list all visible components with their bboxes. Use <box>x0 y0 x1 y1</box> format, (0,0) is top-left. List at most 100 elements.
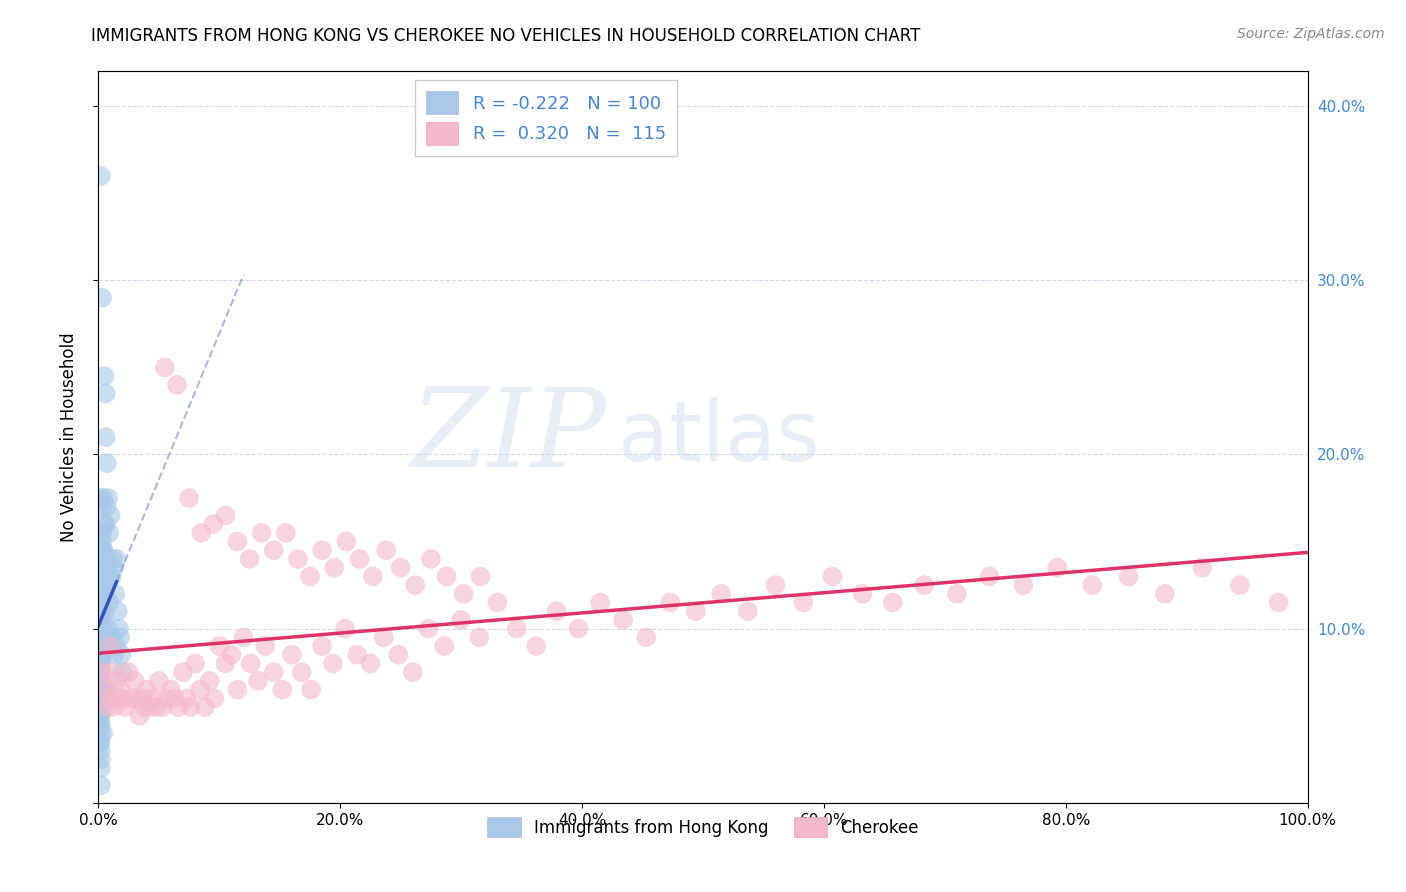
Point <box>90 708 112 723</box>
Point <box>418 622 440 636</box>
Point <box>153 360 176 375</box>
Point <box>105 673 128 688</box>
Point <box>89 657 111 671</box>
Point <box>373 631 395 645</box>
Point <box>90 525 112 540</box>
Point <box>152 700 174 714</box>
Point <box>208 639 231 653</box>
Point <box>453 587 475 601</box>
Point <box>311 543 333 558</box>
Point <box>167 700 190 714</box>
Point <box>93 517 115 532</box>
Point <box>89 735 111 749</box>
Point <box>1154 587 1177 601</box>
Point <box>589 595 612 609</box>
Point <box>389 560 412 574</box>
Point <box>361 569 384 583</box>
Point <box>90 657 112 671</box>
Point <box>104 587 127 601</box>
Point <box>163 691 186 706</box>
Point <box>103 700 125 714</box>
Point <box>179 700 201 714</box>
Point <box>97 622 120 636</box>
Point <box>90 752 112 766</box>
Point <box>202 517 225 532</box>
Point <box>108 631 131 645</box>
Point <box>91 622 114 636</box>
Point <box>103 648 125 662</box>
Point <box>107 604 129 618</box>
Point <box>135 682 157 697</box>
Point <box>90 665 112 680</box>
Point <box>89 691 111 706</box>
Point <box>90 631 112 645</box>
Point <box>402 665 425 680</box>
Point <box>91 543 114 558</box>
Point <box>100 508 122 523</box>
Point <box>91 543 114 558</box>
Point <box>118 665 141 680</box>
Point <box>93 569 115 583</box>
Point <box>114 700 136 714</box>
Point <box>128 708 150 723</box>
Point <box>90 569 112 583</box>
Point <box>90 717 112 731</box>
Point <box>160 682 183 697</box>
Point <box>433 639 456 653</box>
Point <box>287 552 309 566</box>
Point <box>404 578 426 592</box>
Point <box>91 491 114 505</box>
Point <box>90 778 112 792</box>
Point <box>290 665 312 680</box>
Point <box>737 604 759 618</box>
Point <box>89 631 111 645</box>
Point <box>882 595 904 609</box>
Point <box>346 648 368 662</box>
Point <box>239 657 262 671</box>
Point <box>148 673 170 688</box>
Point <box>138 700 160 714</box>
Point <box>90 595 112 609</box>
Point <box>250 525 273 540</box>
Point <box>89 691 111 706</box>
Point <box>96 682 118 697</box>
Point <box>91 682 114 697</box>
Point <box>127 691 149 706</box>
Point <box>90 700 112 714</box>
Point <box>190 525 212 540</box>
Point <box>198 673 221 688</box>
Point <box>420 552 443 566</box>
Point <box>271 682 294 697</box>
Point <box>322 657 344 671</box>
Point <box>90 491 112 505</box>
Point <box>194 700 217 714</box>
Legend: Immigrants from Hong Kong, Cherokee: Immigrants from Hong Kong, Cherokee <box>479 809 927 846</box>
Point <box>90 543 112 558</box>
Point <box>226 682 249 697</box>
Point <box>134 700 156 714</box>
Point <box>659 595 682 609</box>
Point <box>612 613 634 627</box>
Text: IMMIGRANTS FROM HONG KONG VS CHEROKEE NO VEHICLES IN HOUSEHOLD CORRELATION CHART: IMMIGRANTS FROM HONG KONG VS CHEROKEE NO… <box>91 27 921 45</box>
Point <box>89 665 111 680</box>
Point <box>239 552 262 566</box>
Point <box>94 386 117 401</box>
Point <box>100 569 122 583</box>
Point <box>111 691 134 706</box>
Point <box>100 631 122 645</box>
Point <box>470 569 492 583</box>
Point <box>506 622 529 636</box>
Point <box>93 631 115 645</box>
Point <box>375 543 398 558</box>
Point <box>100 569 122 583</box>
Point <box>90 578 112 592</box>
Point <box>323 560 346 574</box>
Point <box>94 587 117 601</box>
Point <box>93 604 115 618</box>
Point <box>110 648 132 662</box>
Point <box>1046 560 1069 574</box>
Point <box>821 569 844 583</box>
Point <box>360 657 382 671</box>
Point <box>124 673 146 688</box>
Point <box>89 682 111 697</box>
